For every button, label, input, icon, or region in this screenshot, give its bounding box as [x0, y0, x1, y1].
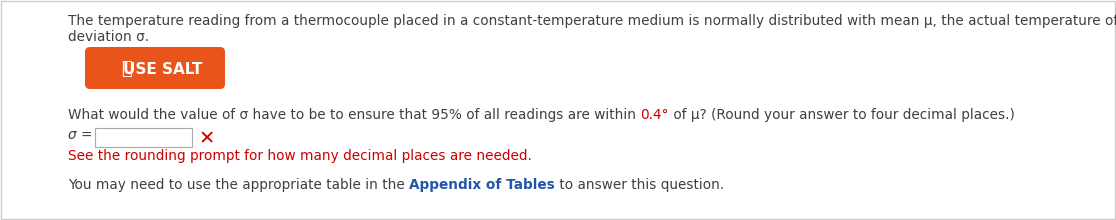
Text: ✕: ✕ — [199, 129, 215, 148]
Text: USE SALT: USE SALT — [123, 62, 203, 77]
Text: The temperature reading from a thermocouple placed in a constant-temperature med: The temperature reading from a thermocou… — [68, 14, 1116, 28]
Text: See the rounding prompt for how many decimal places are needed.: See the rounding prompt for how many dec… — [68, 149, 532, 163]
Text: ⨟: ⨟ — [122, 60, 133, 78]
Text: 0.4°: 0.4° — [641, 108, 668, 122]
Text: of μ? (Round your answer to four decimal places.): of μ? (Round your answer to four decimal… — [668, 108, 1014, 122]
FancyBboxPatch shape — [85, 47, 225, 89]
Text: to answer this question.: to answer this question. — [555, 178, 724, 192]
Text: Appendix of Tables: Appendix of Tables — [410, 178, 555, 192]
Text: What would the value of σ have to be to ensure that 95% of all readings are with: What would the value of σ have to be to … — [68, 108, 641, 122]
FancyBboxPatch shape — [95, 128, 192, 147]
Text: You may need to use the appropriate table in the: You may need to use the appropriate tabl… — [68, 178, 410, 192]
Text: deviation σ.: deviation σ. — [68, 30, 150, 44]
Text: σ =: σ = — [68, 128, 93, 142]
